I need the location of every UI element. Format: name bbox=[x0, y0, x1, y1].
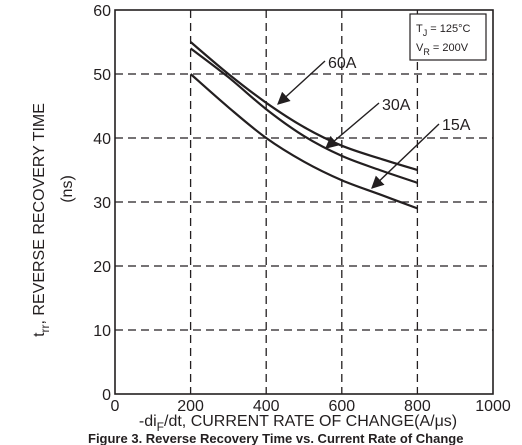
series-line-60a bbox=[189, 41, 418, 172]
tj-condition: TJ = 125°C bbox=[416, 23, 471, 38]
vr-symbol: V bbox=[416, 42, 424, 54]
y-tick-labels: 0 10 20 30 40 50 60 bbox=[93, 3, 111, 404]
series-annotations: 60A 30A 15A bbox=[277, 55, 471, 189]
x-axis-title: -diF/dt, CURRENT RATE OF CHANGE(A/μs) bbox=[139, 413, 457, 434]
x-axis-symbol: -di bbox=[139, 413, 157, 430]
x-tick-label: 400 bbox=[253, 398, 280, 415]
x-axis-text: /dt, CURRENT RATE OF CHANGE(A/μs) bbox=[164, 413, 457, 430]
series-label-15a: 15A bbox=[442, 117, 471, 134]
y-tick-label: 60 bbox=[93, 3, 111, 20]
x-tick-label: 800 bbox=[404, 398, 431, 415]
y-axis-subscript: rr bbox=[38, 324, 52, 332]
y-tick-label: 30 bbox=[93, 195, 111, 212]
y-axis-text: , REVERSE RECOVERY TIME bbox=[31, 103, 48, 324]
x-tick-labels: 0 200 400 600 800 1000 bbox=[111, 398, 511, 415]
x-tick-label: 1000 bbox=[475, 398, 511, 415]
series-leader-60a bbox=[277, 60, 326, 105]
series-leader-30a bbox=[325, 102, 380, 149]
tj-value: = 125°C bbox=[427, 23, 470, 35]
tj-subscript: J bbox=[423, 28, 428, 38]
series-label-60a: 60A bbox=[328, 55, 357, 72]
tj-symbol: T bbox=[416, 23, 423, 35]
series-line-15a bbox=[189, 73, 418, 210]
vr-subscript: R bbox=[423, 47, 430, 57]
x-tick-label: 0 bbox=[111, 398, 120, 415]
vr-condition: VR = 200V bbox=[416, 42, 469, 57]
vr-value: = 200V bbox=[430, 42, 469, 54]
y-axis-symbol: t bbox=[31, 332, 48, 337]
y-tick-label: 0 bbox=[102, 387, 111, 404]
conditions-box-frame bbox=[409, 13, 487, 61]
x-axis-subscript: F bbox=[157, 420, 164, 434]
figure-caption: Figure 3. Reverse Recovery Time vs. Curr… bbox=[88, 431, 463, 445]
conditions-legend: TJ = 125°C VR = 200V bbox=[409, 13, 487, 61]
series-line-30a bbox=[189, 47, 418, 184]
grid-lines bbox=[115, 10, 493, 394]
y-tick-label: 20 bbox=[93, 259, 111, 276]
x-tick-label: 200 bbox=[177, 398, 204, 415]
y-tick-label: 10 bbox=[93, 323, 111, 340]
y-axis-title: trr, REVERSE RECOVERY TIME bbox=[31, 103, 52, 337]
y-tick-label: 40 bbox=[93, 131, 111, 148]
plot-frame bbox=[114, 9, 494, 395]
series-lines bbox=[189, 41, 418, 210]
series-label-30a: 30A bbox=[382, 97, 411, 114]
series-leader-15a bbox=[371, 123, 440, 189]
y-axis-unit: (ns) bbox=[59, 175, 76, 203]
x-tick-label: 600 bbox=[328, 398, 355, 415]
y-tick-label: 50 bbox=[93, 67, 111, 84]
